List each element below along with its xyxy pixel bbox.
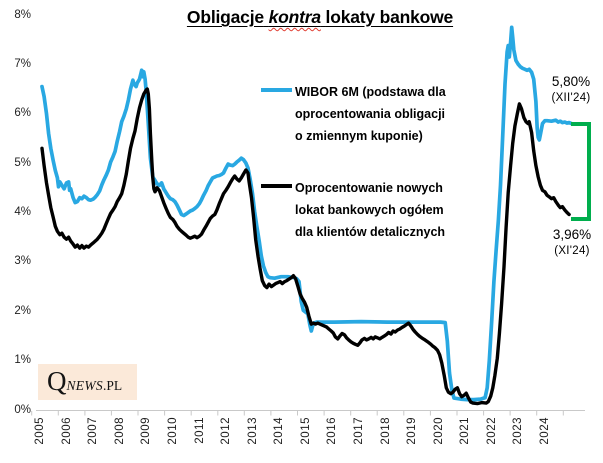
y-axis-label-4: 4% bbox=[14, 206, 31, 218]
x-axis-label-2012: 2012 bbox=[220, 417, 233, 445]
x-axis-label-2016: 2016 bbox=[326, 417, 339, 445]
series-line-deposits bbox=[40, 87, 571, 406]
legend-item-deposits: Oprocentowanie nowych lokat bankowych og… bbox=[261, 177, 445, 243]
legend-wibor-label: WIBOR 6M (podstawa dla oprocentowania ob… bbox=[295, 81, 446, 147]
y-axis-label-8: 8% bbox=[14, 8, 31, 21]
y-axis-label-0: 0% bbox=[14, 403, 31, 416]
legend-wibor-line1: WIBOR 6M (podstawa dla bbox=[295, 85, 446, 99]
x-axis-label-2023: 2023 bbox=[512, 417, 525, 445]
x-axis-label-2013: 2013 bbox=[246, 417, 259, 445]
title-part-1: Obligacje bbox=[186, 7, 264, 27]
y-axis-label-1: 1% bbox=[14, 354, 31, 367]
deposits-end-period: (XI'24) bbox=[554, 245, 590, 257]
x-axis-label-2011: 2011 bbox=[193, 417, 206, 444]
title-part-kontra: kontra bbox=[268, 7, 321, 27]
x-axis-label-2018: 2018 bbox=[379, 417, 392, 445]
x-axis-label-2006: 2006 bbox=[60, 417, 73, 445]
title-part-3: lokaty bankowe bbox=[325, 7, 454, 27]
legend-deposits-line2: lokat bankowych ogółem bbox=[295, 203, 444, 217]
y-axis-label-6: 6% bbox=[14, 107, 31, 120]
chart-title: Obligacje kontra lokaty bankowe bbox=[50, 7, 590, 28]
logo-pl-text: .PL bbox=[102, 378, 123, 393]
legend-wibor-line2: oprocentowania obligacji bbox=[295, 107, 446, 121]
wibor-line-swatch-icon bbox=[261, 88, 292, 92]
x-axis-label-2020: 2020 bbox=[432, 417, 445, 445]
legend-deposits-line3: dla klientów detalicznych bbox=[295, 225, 446, 239]
deposits-end-annotation: 3,96% (XI'24) bbox=[543, 226, 601, 259]
x-axis-label-2014: 2014 bbox=[273, 417, 286, 445]
legend-wibor-line3: o zmiennym kuponie) bbox=[295, 129, 423, 143]
logo-news-text: NEWS bbox=[66, 378, 103, 393]
x-axis-label-2015: 2015 bbox=[299, 417, 312, 445]
x-axis-label-2019: 2019 bbox=[406, 417, 419, 445]
x-axis-label-2022: 2022 bbox=[485, 417, 498, 445]
qnews-logo: Q NEWS .PL bbox=[38, 364, 137, 400]
legend-deposits-line1: Oprocentowanie nowych bbox=[295, 181, 443, 195]
spread-bracket bbox=[571, 122, 591, 221]
x-axis-label-2009: 2009 bbox=[140, 417, 153, 445]
x-axis-label-2021: 2021 bbox=[459, 417, 472, 445]
x-axis-label-2010: 2010 bbox=[166, 417, 179, 445]
series-line-wibor bbox=[40, 25, 574, 402]
y-axis-label-3: 3% bbox=[14, 255, 31, 268]
y-axis-label-2: 2% bbox=[14, 304, 31, 317]
x-axis-label-2017: 2017 bbox=[353, 417, 365, 445]
wibor-end-value: 5,80% bbox=[551, 74, 591, 89]
wibor-end-annotation: 5,80% (XII'24) bbox=[541, 73, 601, 106]
deposits-end-value: 3,96% bbox=[552, 227, 592, 242]
x-axis-label-2007: 2007 bbox=[87, 417, 100, 445]
wibor-end-period: (XII'24) bbox=[551, 92, 591, 104]
y-axis-label-5: 5% bbox=[14, 156, 31, 169]
x-axis-label-2005: 2005 bbox=[34, 417, 46, 445]
y-axis-label-7: 7% bbox=[14, 57, 31, 70]
x-axis-label-2008: 2008 bbox=[113, 417, 126, 445]
x-axis-label-2024: 2024 bbox=[539, 417, 551, 445]
deposits-line-swatch-icon bbox=[261, 184, 292, 188]
legend-item-wibor: WIBOR 6M (podstawa dla oprocentowania ob… bbox=[261, 81, 446, 147]
logo-letter-q: Q bbox=[47, 366, 67, 396]
legend-deposits-label: Oprocentowanie nowych lokat bankowych og… bbox=[295, 177, 445, 243]
